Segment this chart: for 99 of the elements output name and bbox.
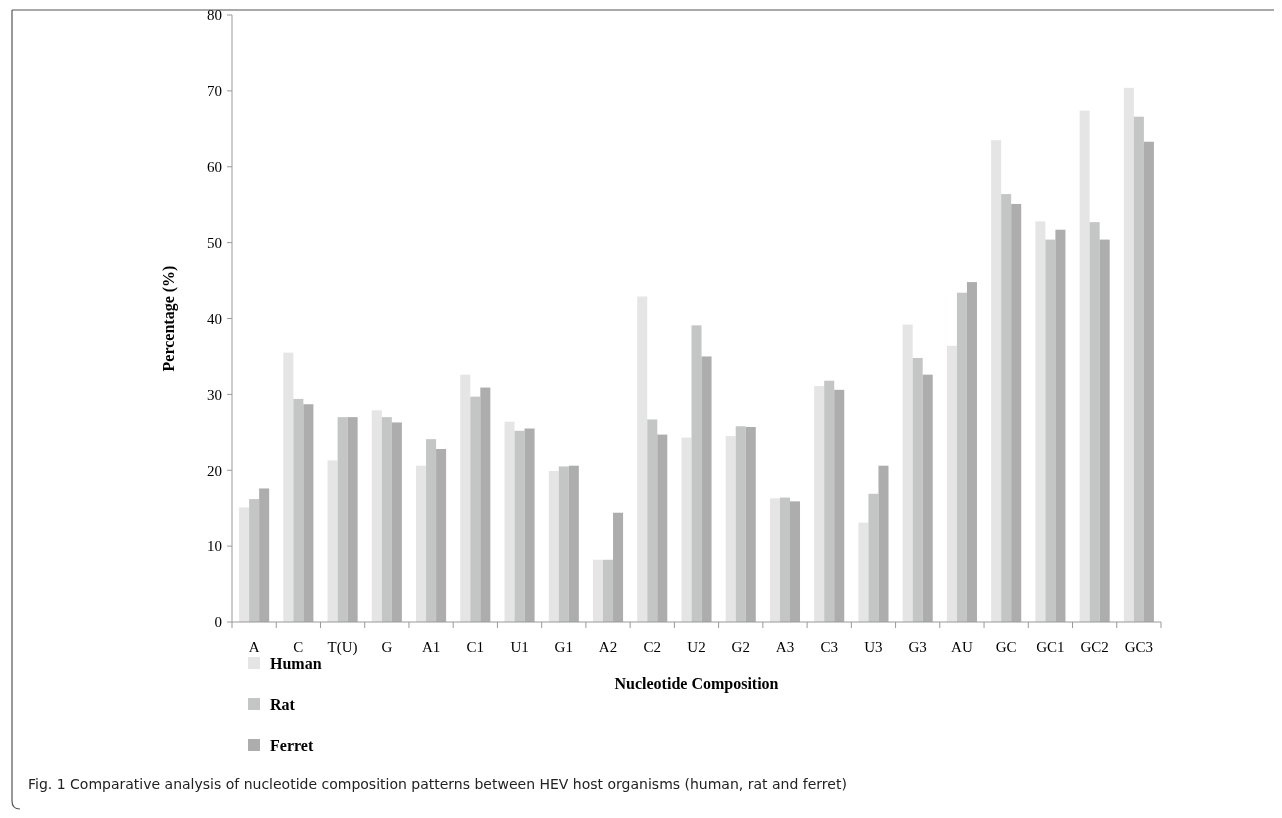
x-tick-label: A [248,639,260,655]
bar [922,374,933,622]
bar [514,430,525,622]
bar [470,396,481,622]
y-tick-label: 10 [207,538,222,555]
bar [902,324,913,622]
bar [657,434,668,622]
bar [1079,110,1090,622]
x-tick-label: T(U) [327,639,358,656]
x-tick-label: C2 [643,639,662,655]
y-tick-label: 60 [207,159,222,175]
bar [789,501,801,622]
y-tick-label: 0 [214,614,222,631]
bar [647,419,658,622]
y-tick-label: 20 [207,462,222,479]
x-tick-label: GC3 [1124,639,1154,655]
y-tick-label: 30 [207,386,222,403]
bar [347,417,358,622]
bar [912,357,923,622]
x-tick-label: G2 [731,639,750,655]
bar [1011,203,1022,622]
x-axis-title: Nucleotide Composition [614,675,779,693]
bar [1055,229,1066,622]
y-tick-label: 50 [207,234,222,251]
bar [1001,194,1012,622]
bar [613,512,624,622]
legend-label: Ferret [270,736,314,754]
bar [391,422,402,622]
x-tick-label: C1 [466,639,485,655]
bar [337,417,348,622]
bar [868,493,879,622]
bar [480,387,491,622]
x-tick-label: G3 [908,639,927,655]
y-tick-label: 40 [207,310,222,327]
bar [592,559,604,622]
bar [691,325,702,622]
bar [426,439,437,622]
bar [956,292,967,622]
y-tick-label: 80 [207,7,222,24]
bar [735,426,746,622]
bar [966,282,977,622]
bar [327,460,338,622]
bar [416,465,427,622]
bar [1143,141,1154,622]
bar [568,465,579,622]
bar [524,428,535,622]
x-tick-label: A1 [421,639,441,655]
bar [436,449,447,622]
bar [878,465,889,622]
bar [381,417,392,622]
x-tick-label: A2 [598,639,618,655]
bar [1123,87,1134,622]
bar [504,421,515,622]
bar [1045,239,1056,622]
bar [637,296,648,622]
caption: Fig. 1 Comparative analysis of nucleotide composition patterns between HEV host organisms (human, rat and ferret) [28,776,847,792]
legend-label: Rat [270,695,296,713]
x-tick-label: AU [951,639,973,655]
y-axis-title: Percentage (%) [160,265,178,372]
bar [946,345,957,622]
bar [283,352,294,622]
bar [1133,116,1144,622]
bar [303,404,314,622]
bar [259,488,270,622]
x-tick-label: C [293,639,304,655]
bar [779,497,790,622]
x-tick-label: U3 [864,639,883,655]
bar [603,559,614,622]
bar [814,386,825,622]
x-tick-label: U1 [510,639,529,655]
bar [991,140,1002,622]
bar [1089,222,1100,622]
x-tick-label: C3 [820,639,838,655]
x-tick-label: GC1 [1036,639,1065,655]
bar [558,466,569,622]
bar [681,437,692,622]
bar [371,410,382,622]
x-tick-label: U2 [687,639,706,655]
legend-label: Human [270,654,322,672]
bar [460,374,471,622]
x-tick-label: G [381,639,393,655]
bar [701,356,712,622]
y-tick-label: 70 [207,83,222,100]
bar [769,498,780,622]
bar [745,427,756,622]
bar [548,471,559,622]
bar [834,389,845,622]
x-tick-label: G1 [554,639,573,655]
bar [249,499,260,622]
x-tick-label: GC [995,639,1017,655]
bar [725,436,736,622]
bar [824,380,835,622]
bar [239,507,250,622]
x-tick-label: GC2 [1080,639,1109,655]
bar [858,522,869,622]
bar [293,398,304,622]
x-tick-label: A3 [775,639,795,655]
bar [1099,239,1110,622]
bar [1035,221,1046,622]
